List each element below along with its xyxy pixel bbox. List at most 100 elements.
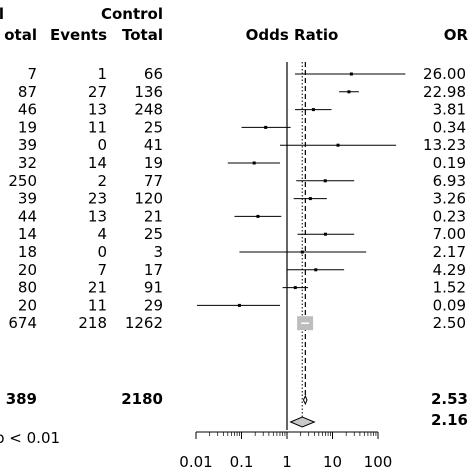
study-row: 44 13 21 0.23 xyxy=(18,207,466,225)
ctrl-events-cell: 4 xyxy=(97,225,107,243)
overall-diamond xyxy=(302,394,308,406)
point-estimate xyxy=(237,303,241,307)
exp-total-cell: 39 xyxy=(18,190,37,208)
exp-total-cell: 20 xyxy=(18,261,37,279)
header-ctrl-events: Events xyxy=(50,26,107,44)
ctrl-total-cell: 29 xyxy=(144,296,163,314)
or-value-cell: 7.00 xyxy=(433,225,466,243)
ctrl-total-cell: 41 xyxy=(144,136,163,154)
exp-total-cell: 20 xyxy=(18,296,37,314)
point-estimate xyxy=(264,125,268,129)
or-value-cell: 0.19 xyxy=(433,154,466,172)
ctrl-total-cell: 136 xyxy=(134,83,163,101)
point-estimate xyxy=(336,143,340,147)
or-value-cell: 13.23 xyxy=(423,136,466,154)
ctrl-total-cell: 91 xyxy=(144,279,163,297)
or-value-cell: 26.00 xyxy=(423,65,466,83)
point-estimate xyxy=(293,286,297,290)
exp-total-cell: 7 xyxy=(27,65,37,83)
ctrl-total-cell: 3 xyxy=(153,243,163,261)
exp-grand-total: 389 xyxy=(6,390,37,408)
ctrl-grand-total: 2180 xyxy=(121,390,163,408)
x-tick-label: 1 xyxy=(282,453,292,471)
x-axis: 0.01 0.1 1 10 100 xyxy=(179,431,393,471)
exp-total-cell: 39 xyxy=(18,136,37,154)
ctrl-total-cell: 21 xyxy=(144,207,163,225)
study-row: 20 7 17 4.29 xyxy=(18,261,466,279)
x-tick-label: 0.1 xyxy=(230,453,254,471)
or-value-cell: 0.09 xyxy=(433,296,466,314)
totals-row: 389 2180 2.53 xyxy=(6,390,468,408)
point-estimate xyxy=(347,90,351,94)
ctrl-total-cell: 19 xyxy=(144,154,163,172)
ctrl-total-cell: 248 xyxy=(134,101,163,119)
study-row: 39 0 41 13.23 xyxy=(18,136,466,154)
or-value-cell: 0.23 xyxy=(433,207,466,225)
ctrl-total-cell: 66 xyxy=(144,65,163,83)
ctrl-events-cell: 0 xyxy=(97,243,107,261)
study-row: 674 218 1262 2.50 xyxy=(8,314,466,332)
or-value-cell: 4.29 xyxy=(433,261,466,279)
study-row: 46 13 248 3.81 xyxy=(18,101,466,119)
point-estimate xyxy=(314,268,318,272)
overall-or-value: 2.53 xyxy=(431,390,468,408)
summary-rows: 389 2180 2.53 2.16 p < 0.01 xyxy=(0,390,468,447)
study-row: 14 4 25 7.00 xyxy=(18,225,466,243)
ctrl-total-cell: 17 xyxy=(144,261,163,279)
point-estimate xyxy=(300,250,304,254)
ctrl-events-cell: 27 xyxy=(88,83,107,101)
study-row: 19 11 25 0.34 xyxy=(18,118,466,136)
or-value-cell: 2.50 xyxy=(433,314,466,332)
or-value-cell: 22.98 xyxy=(423,83,466,101)
study-row: 20 11 29 0.09 xyxy=(18,296,466,314)
exp-total-cell: 19 xyxy=(18,118,37,136)
heterogeneity-footnote: p < 0.01 xyxy=(0,429,60,447)
exp-total-cell: 46 xyxy=(18,101,37,119)
ctrl-events-cell: 218 xyxy=(78,314,107,332)
ctrl-events-cell: 1 xyxy=(97,65,107,83)
ctrl-events-cell: 14 xyxy=(88,154,107,172)
exp-total-cell: 250 xyxy=(8,172,37,190)
exp-total-cell: 87 xyxy=(18,83,37,101)
or-value-cell: 1.52 xyxy=(433,279,466,297)
or-value-cell: 6.93 xyxy=(433,172,466,190)
header-control-group: Control xyxy=(101,5,163,23)
header-exp-total: otal xyxy=(4,26,37,44)
study-row: 80 21 91 1.52 xyxy=(18,279,466,297)
exp-total-cell: 80 xyxy=(18,279,37,297)
point-estimate xyxy=(311,108,315,112)
or-value-cell: 3.81 xyxy=(433,101,466,119)
ctrl-events-cell: 11 xyxy=(88,296,107,314)
ctrl-events-cell: 23 xyxy=(88,190,107,208)
point-estimate xyxy=(252,161,256,165)
x-tick-label: 100 xyxy=(364,453,393,471)
study-row: 87 27 136 22.98 xyxy=(18,83,466,101)
ctrl-events-cell: 7 xyxy=(97,261,107,279)
header-or: OR xyxy=(444,26,469,44)
study-row: 18 0 3 2.17 xyxy=(18,243,466,261)
exp-total-cell: 44 xyxy=(18,207,37,225)
ctrl-total-cell: 25 xyxy=(144,225,163,243)
point-estimate xyxy=(256,214,260,218)
ctrl-events-cell: 13 xyxy=(88,101,107,119)
exp-total-cell: 674 xyxy=(8,314,37,332)
study-row: 7 1 66 26.00 xyxy=(27,65,466,83)
or-value-cell: 0.34 xyxy=(433,118,466,136)
header-odds-ratio: Odds Ratio xyxy=(246,26,339,44)
point-estimate xyxy=(349,72,353,76)
ctrl-total-cell: 1262 xyxy=(125,314,163,332)
ctrl-events-cell: 2 xyxy=(97,172,107,190)
point-estimate xyxy=(308,197,312,201)
study-row: 250 2 77 6.93 xyxy=(8,172,466,190)
ctrl-events-cell: 0 xyxy=(97,136,107,154)
ctrl-events-cell: 13 xyxy=(88,207,107,225)
ctrl-total-cell: 25 xyxy=(144,118,163,136)
x-tick-label: 0.01 xyxy=(179,453,212,471)
header-ctrl-total: Total xyxy=(122,26,163,44)
study-row: 39 23 120 3.26 xyxy=(18,190,466,208)
pooled-or-value: 2.16 xyxy=(431,411,468,429)
point-estimate xyxy=(323,232,327,236)
ctrl-events-cell: 21 xyxy=(88,279,107,297)
